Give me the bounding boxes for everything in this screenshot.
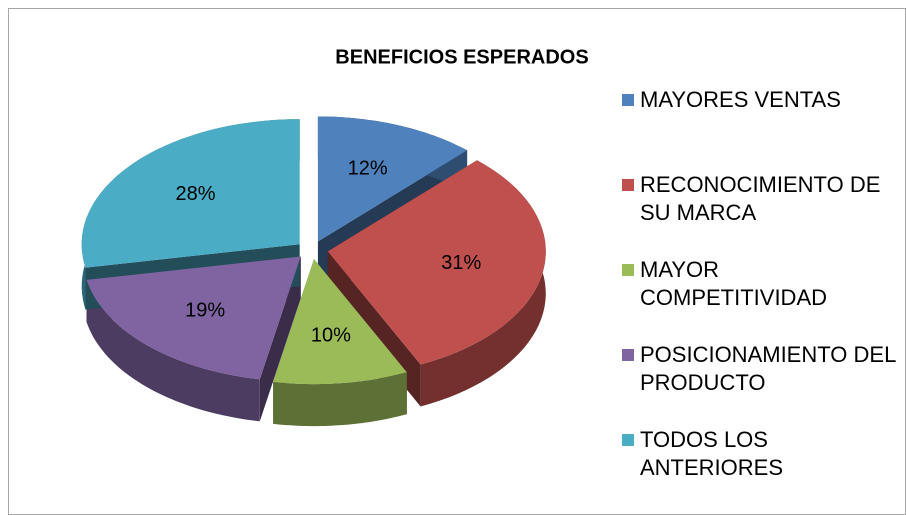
data-label: 10% — [311, 324, 351, 346]
legend-swatch — [622, 179, 634, 191]
legend-entry: TODOS LOS ANTERIORES — [622, 426, 897, 511]
data-label: 31% — [441, 252, 481, 274]
slice — [327, 160, 546, 365]
data-label: 12% — [348, 158, 388, 180]
legend-entry: MAYORES VENTAS — [622, 86, 897, 171]
legend-label: MAYORES VENTAS — [640, 87, 841, 112]
slice-side — [86, 279, 260, 422]
legend: MAYORES VENTAS RECONOCIMIENTO DE SU MARCA… — [622, 86, 897, 511]
slice — [86, 256, 301, 380]
data-label: 28% — [176, 183, 216, 205]
legend-swatch — [622, 264, 634, 276]
legend-label: TODOS LOS ANTERIORES — [640, 427, 784, 480]
legend-entry: RECONOCIMIENTO DE SU MARCA — [622, 171, 897, 256]
legend-entry: POSICIONAMIENTO DEL PRODUCTO — [622, 341, 897, 426]
slice — [317, 116, 468, 242]
legend-swatch — [622, 94, 634, 106]
slice-side — [273, 372, 407, 427]
legend-label: POSICIONAMIENTO DEL PRODUCTO — [640, 342, 896, 395]
legend-label: RECONOCIMIENTO DE SU MARCA — [640, 172, 881, 225]
legend-label: MAYOR COMPETITIVIDAD — [640, 257, 828, 310]
data-label: 19% — [185, 300, 225, 322]
legend-entry: MAYOR COMPETITIVIDAD — [622, 256, 897, 341]
legend-swatch — [622, 434, 634, 446]
chart-title: BENEFICIOS ESPERADOS — [335, 46, 588, 68]
legend-swatch — [622, 349, 634, 361]
slice — [81, 119, 300, 268]
slice — [273, 259, 407, 385]
